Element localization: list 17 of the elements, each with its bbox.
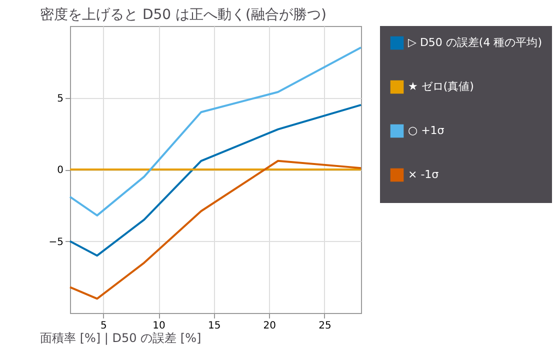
legend-label: ○ +1σ [408, 124, 444, 137]
x-tick-label: 10 [152, 320, 166, 332]
line-series [69, 46, 362, 216]
x-tick-label: 5 [100, 320, 107, 332]
y-tick-label: 0 [57, 165, 64, 176]
line-series [69, 104, 362, 257]
legend-label: × -1σ [408, 168, 439, 181]
chart-title: 密度を上げると D50 は正へ動く(融合が勝つ) [40, 7, 326, 23]
y-tick-label: 5 [57, 93, 64, 104]
x-tick-label: 15 [208, 320, 221, 332]
y-tick-label: −5 [48, 236, 64, 248]
x-tick-label: 20 [263, 320, 276, 332]
legend-label: ▷ D50 の誤差(4 種の平均) [408, 36, 542, 49]
legend-label: ★ ゼロ(真値) [408, 80, 474, 93]
x-tick-label: 25 [318, 320, 332, 332]
line-series [69, 160, 362, 300]
text: 面積率 [%] | D50 の誤差 [%] [40, 331, 202, 345]
